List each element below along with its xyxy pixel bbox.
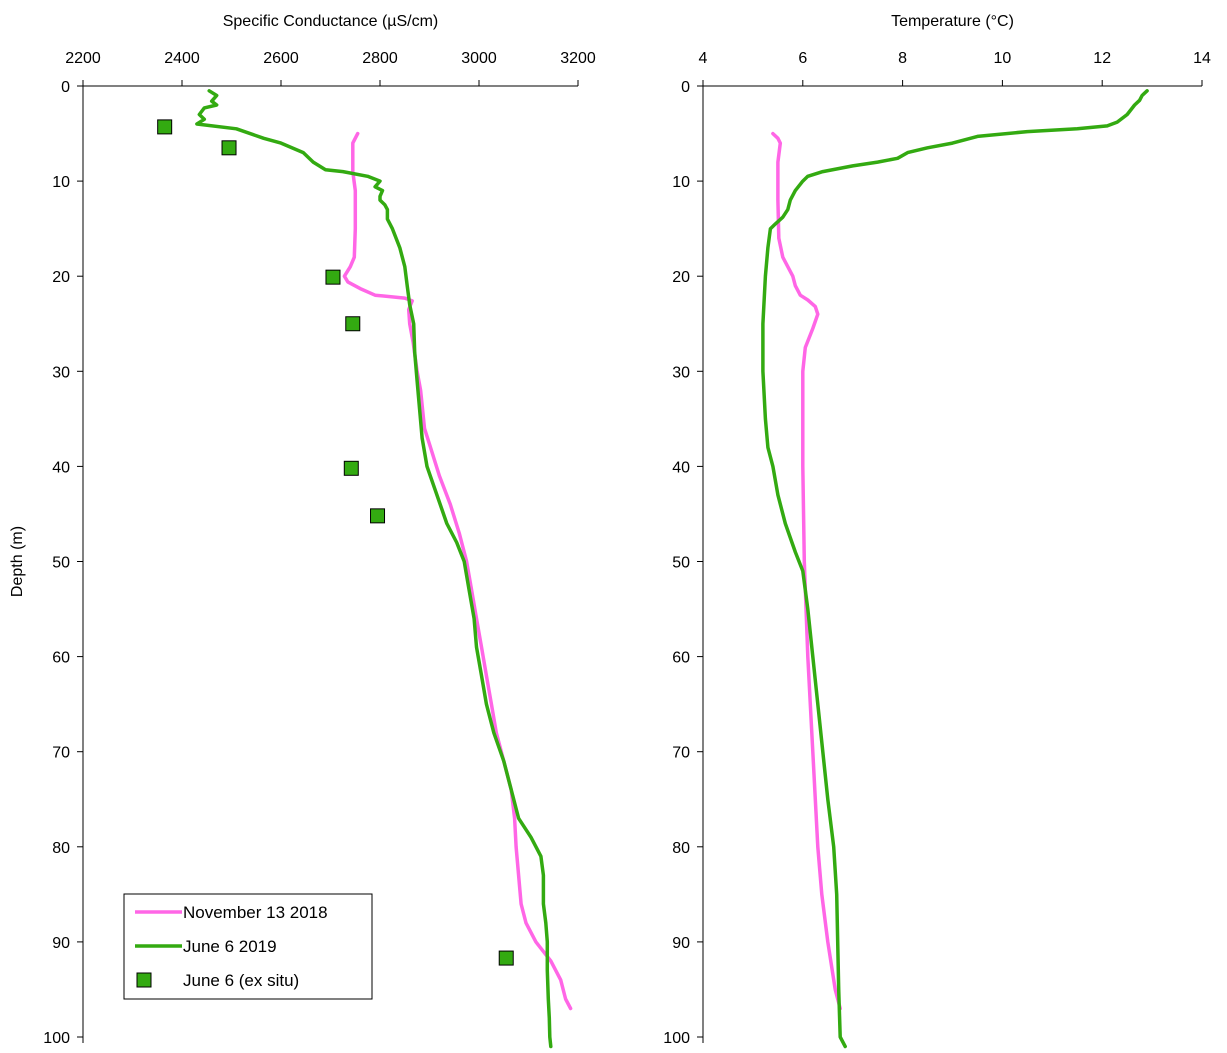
scatter-point <box>157 119 173 135</box>
y-tick-label: 70 <box>672 745 690 762</box>
conductance-panel: 2200 2400 2600 2800 3000 3200 0 10 20 30 40 50 60 70 8… <box>9 13 596 1049</box>
x-tick-label: 12 <box>1093 50 1111 67</box>
y-tick-label: 80 <box>52 840 70 857</box>
y-tick-label: 40 <box>672 459 690 476</box>
y-tick-label: 40 <box>52 459 70 476</box>
x-tick-label: 3200 <box>560 50 596 67</box>
x-tick-label: 3000 <box>461 50 497 67</box>
y-tick-label: 60 <box>672 650 690 667</box>
legend-label-june-6-ex-situ: June 6 (ex situ) <box>183 971 299 990</box>
y-tick-label: 0 <box>681 79 690 96</box>
scatter-point <box>325 269 341 285</box>
series-line-november-13-2018 <box>342 131 573 1011</box>
legend-swatch-june-6-ex-situ <box>136 972 152 988</box>
x-tick-label: 6 <box>798 50 807 67</box>
y-tick-label: 100 <box>663 1030 690 1047</box>
y-tick-label: 50 <box>52 555 70 572</box>
y-tick-label: 90 <box>52 935 70 952</box>
series-line-june-6-2019 <box>761 89 1149 1049</box>
y-axis-title: Depth (m) <box>9 526 26 597</box>
series-line-november-13-2018 <box>771 131 842 1011</box>
y-tick-label: 60 <box>52 650 70 667</box>
temperature-panel: 4 6 8 10 12 14 0 10 20 30 40 50 60 70 80 90 100 Temperatu… <box>663 13 1211 1049</box>
y-tick-label: 100 <box>43 1030 70 1047</box>
x-tick-label: 8 <box>898 50 907 67</box>
x-tick-label: 2400 <box>164 50 200 67</box>
scatter-point <box>370 508 386 524</box>
y-tick-label: 30 <box>672 364 690 381</box>
y-tick-label: 50 <box>672 555 690 572</box>
scatter-point <box>498 950 514 966</box>
x-tick-label: 10 <box>994 50 1012 67</box>
x-tick-label: 14 <box>1193 50 1211 67</box>
y-tick-label: 20 <box>672 269 690 286</box>
x-tick-label: 2200 <box>65 50 101 67</box>
scatter-point <box>343 460 359 476</box>
y-tick-label: 10 <box>52 174 70 191</box>
y-tick-label: 0 <box>61 79 70 96</box>
series-line-june-6-2019 <box>195 89 553 1049</box>
y-tick-label: 90 <box>672 935 690 952</box>
scatter-point <box>221 140 237 156</box>
legend: November 13 2018 June 6 2019 June 6 (ex si… <box>123 893 373 1000</box>
x-axis-title: Specific Conductance (µS/cm) <box>223 13 439 30</box>
legend-label-june-6-2019: June 6 2019 <box>183 937 277 956</box>
x-tick-label: 4 <box>699 50 708 67</box>
y-tick-label: 80 <box>672 840 690 857</box>
y-tick-label: 30 <box>52 364 70 381</box>
x-tick-label: 2800 <box>362 50 398 67</box>
scatter-point <box>345 316 361 332</box>
y-tick-label: 20 <box>52 269 70 286</box>
y-tick-label: 10 <box>672 174 690 191</box>
legend-label-november-13-2018: November 13 2018 <box>183 903 328 922</box>
x-axis-title: Temperature (°C) <box>891 13 1014 30</box>
x-tick-label: 2600 <box>263 50 299 67</box>
y-tick-label: 70 <box>52 745 70 762</box>
